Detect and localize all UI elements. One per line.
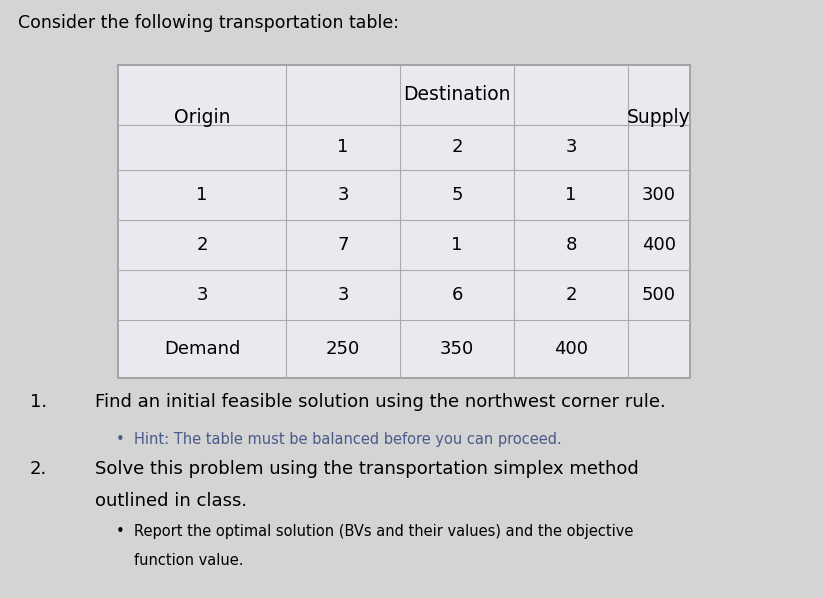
Text: 5: 5	[452, 186, 463, 204]
Text: 1: 1	[196, 186, 208, 204]
Text: 400: 400	[554, 340, 588, 358]
Text: 7: 7	[337, 236, 349, 254]
Text: 8: 8	[565, 236, 577, 254]
Text: 1: 1	[565, 186, 577, 204]
Text: 250: 250	[325, 340, 360, 358]
Bar	[118, 65, 690, 378]
Text: Solve this problem using the transportation simplex method: Solve this problem using the transportat…	[95, 460, 639, 478]
Text: 300: 300	[642, 186, 676, 204]
Text: 3: 3	[337, 286, 349, 304]
Text: 1: 1	[452, 236, 463, 254]
Text: Origin: Origin	[174, 108, 230, 127]
Text: function value.: function value.	[134, 553, 244, 568]
Text: Report the optimal solution (BVs and their values) and the objective: Report the optimal solution (BVs and the…	[134, 524, 634, 539]
Text: •: •	[116, 524, 124, 539]
Text: 2: 2	[452, 139, 463, 157]
Text: 2.: 2.	[30, 460, 47, 478]
Text: 1: 1	[337, 139, 349, 157]
Text: Find an initial feasible solution using the northwest corner rule.: Find an initial feasible solution using …	[95, 393, 666, 411]
Text: 3: 3	[565, 139, 577, 157]
Text: 500: 500	[642, 286, 676, 304]
Text: Demand: Demand	[164, 340, 240, 358]
Text: Destination: Destination	[403, 86, 511, 105]
Text: outlined in class.: outlined in class.	[95, 492, 247, 510]
Text: 3: 3	[337, 186, 349, 204]
Text: 1.: 1.	[30, 393, 47, 411]
Text: •: •	[116, 432, 124, 447]
Text: Hint: The table must be balanced before you can proceed.: Hint: The table must be balanced before …	[134, 432, 562, 447]
Text: Consider the following transportation table:: Consider the following transportation ta…	[18, 14, 399, 32]
Text: 2: 2	[196, 236, 208, 254]
Text: 3: 3	[196, 286, 208, 304]
Text: 2: 2	[565, 286, 577, 304]
Text: 350: 350	[440, 340, 474, 358]
Text: 6: 6	[452, 286, 463, 304]
Text: Supply: Supply	[627, 108, 691, 127]
Text: 400: 400	[642, 236, 676, 254]
